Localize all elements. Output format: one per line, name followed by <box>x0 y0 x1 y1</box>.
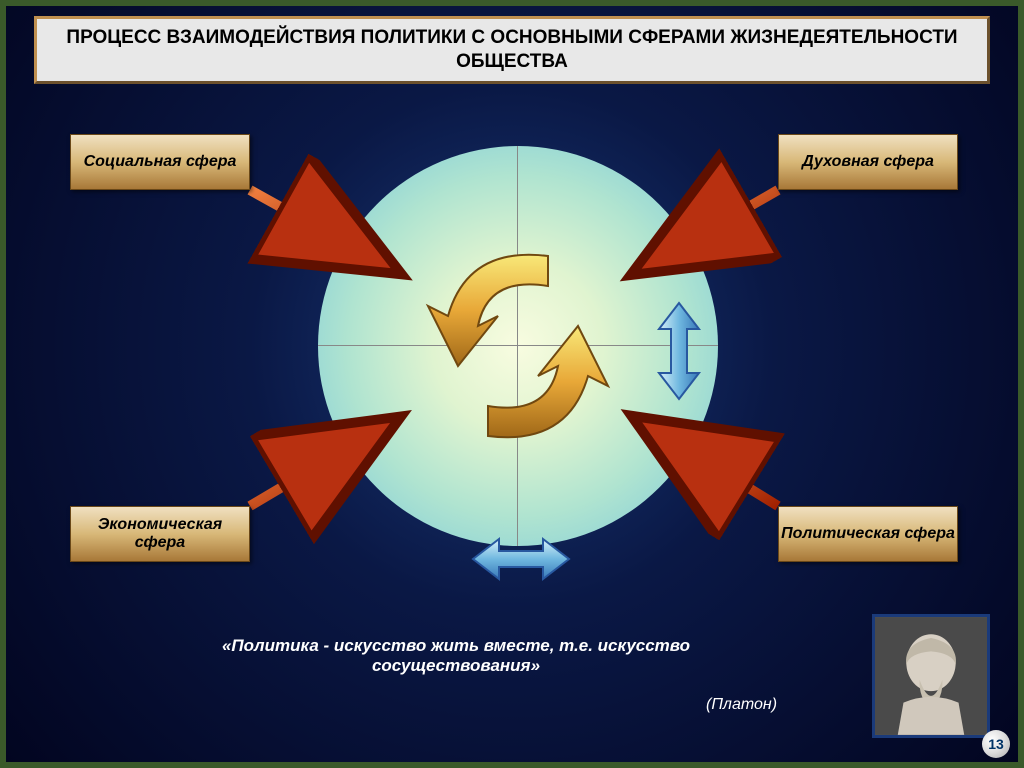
sphere-spiritual: Духовная сфера <box>778 134 958 190</box>
quote-author-text: (Платон) <box>706 696 777 713</box>
slide-frame: ПРОЦЕСС ВЗАИМОДЕЙСТВИЯ ПОЛИТИКИ С ОСНОВН… <box>0 0 1024 768</box>
page-number-text: 13 <box>988 736 1004 752</box>
sphere-political: Политическая сфера <box>778 506 958 562</box>
page-number: 13 <box>982 730 1010 758</box>
sphere-social: Социальная сфера <box>70 134 250 190</box>
sphere-social-label: Социальная сфера <box>84 153 237 171</box>
sphere-economic: Экономическая сфера <box>70 506 250 562</box>
sphere-spiritual-label: Духовная сфера <box>802 153 934 171</box>
bust-icon <box>875 614 987 738</box>
quote-author: (Платон) <box>706 696 777 714</box>
sphere-political-label: Политическая сфера <box>781 525 955 543</box>
quote-text: «Политика - искусство жить вместе, т.е. … <box>146 636 766 676</box>
sphere-economic-label: Экономическая сфера <box>71 516 249 553</box>
quote-content: «Политика - искусство жить вместе, т.е. … <box>222 636 690 675</box>
plato-portrait <box>872 614 990 738</box>
